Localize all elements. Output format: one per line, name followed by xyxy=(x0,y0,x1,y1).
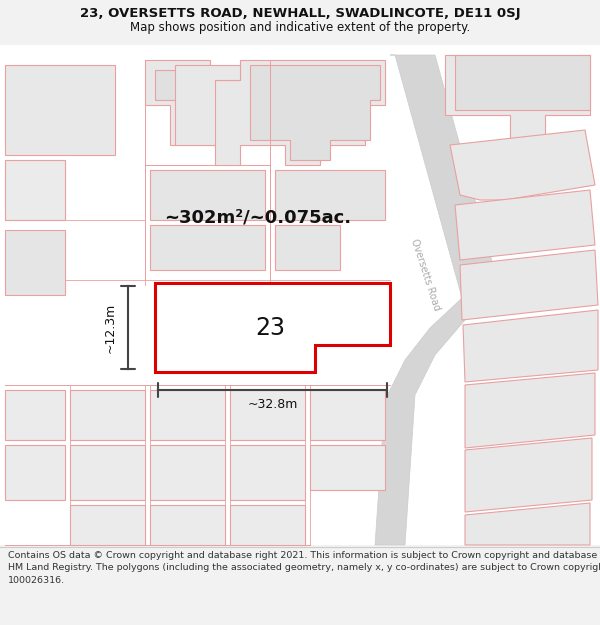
Polygon shape xyxy=(465,373,595,448)
Polygon shape xyxy=(465,438,592,512)
Polygon shape xyxy=(455,55,590,110)
Polygon shape xyxy=(5,65,115,155)
Text: Map shows position and indicative extent of the property.: Map shows position and indicative extent… xyxy=(130,21,470,34)
Text: ~32.8m: ~32.8m xyxy=(247,398,298,411)
Polygon shape xyxy=(5,390,65,440)
Polygon shape xyxy=(70,445,145,500)
Polygon shape xyxy=(150,390,225,440)
Polygon shape xyxy=(445,55,590,140)
Polygon shape xyxy=(175,65,240,145)
Text: 23, OVERSETTS ROAD, NEWHALL, SWADLINCOTE, DE11 0SJ: 23, OVERSETTS ROAD, NEWHALL, SWADLINCOTE… xyxy=(80,8,520,21)
Polygon shape xyxy=(150,170,265,220)
Polygon shape xyxy=(275,225,340,270)
Polygon shape xyxy=(375,55,500,545)
Polygon shape xyxy=(230,390,305,440)
Polygon shape xyxy=(70,505,145,545)
Text: ~12.3m: ~12.3m xyxy=(104,302,116,352)
Polygon shape xyxy=(310,390,385,440)
Polygon shape xyxy=(155,283,390,372)
Polygon shape xyxy=(155,70,205,100)
Text: Oversetts Road: Oversetts Road xyxy=(409,238,442,312)
Polygon shape xyxy=(70,390,145,440)
Bar xyxy=(0,45,600,545)
Polygon shape xyxy=(150,225,265,270)
Polygon shape xyxy=(230,445,305,500)
Polygon shape xyxy=(465,503,590,545)
Polygon shape xyxy=(5,445,65,500)
Polygon shape xyxy=(460,250,598,320)
Polygon shape xyxy=(230,505,305,545)
Polygon shape xyxy=(145,60,385,165)
Polygon shape xyxy=(5,160,65,220)
Polygon shape xyxy=(275,170,385,220)
Polygon shape xyxy=(310,445,385,490)
Polygon shape xyxy=(5,230,65,295)
Polygon shape xyxy=(250,65,380,160)
Text: Contains OS data © Crown copyright and database right 2021. This information is : Contains OS data © Crown copyright and d… xyxy=(8,551,600,585)
Polygon shape xyxy=(455,190,595,260)
Polygon shape xyxy=(150,445,225,500)
Polygon shape xyxy=(463,310,598,382)
Polygon shape xyxy=(150,505,225,545)
Polygon shape xyxy=(450,130,595,200)
Text: ~302m²/~0.075ac.: ~302m²/~0.075ac. xyxy=(164,209,352,227)
Text: 23: 23 xyxy=(255,316,285,340)
